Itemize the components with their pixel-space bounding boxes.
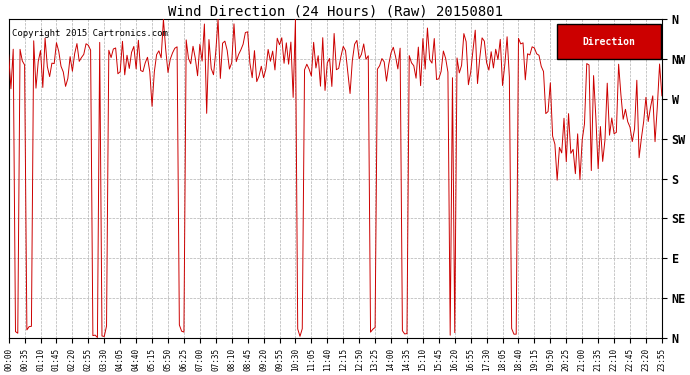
Title: Wind Direction (24 Hours) (Raw) 20150801: Wind Direction (24 Hours) (Raw) 20150801: [168, 4, 503, 18]
FancyBboxPatch shape: [558, 24, 660, 59]
Text: Copyright 2015 Cartronics.com: Copyright 2015 Cartronics.com: [12, 29, 168, 38]
Text: Direction: Direction: [582, 37, 635, 46]
